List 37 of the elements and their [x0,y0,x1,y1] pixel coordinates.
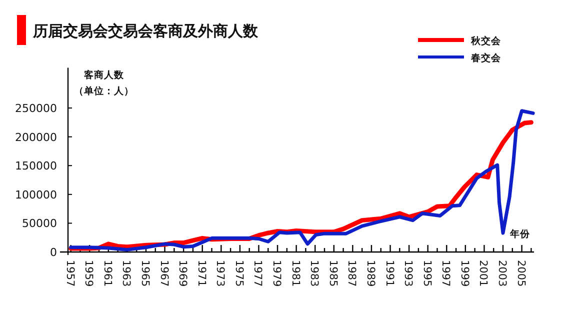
x-tick-label: 1989 [364,260,376,287]
x-tick-label: 1985 [326,260,339,287]
chart-title: 历届交易会交易会客商及外商人数 [32,22,259,40]
x-tick-label: 1999 [458,260,470,287]
x-tick-label: 1969 [176,260,189,287]
y-tick-label: 0 [50,246,57,259]
y-tick-label: 250000 [15,102,57,116]
x-tick-label: 1987 [346,260,358,287]
x-tick-label: 1995 [420,260,433,287]
y-tick-label: 200000 [15,130,57,144]
x-tick-label: 1965 [138,260,151,287]
x-tick-label: 2005 [514,260,527,287]
y-axis-title: 客商人数 [83,69,125,81]
x-tick-label: 1961 [101,260,114,287]
annotation: （单位：人） [74,85,134,97]
x-tick-label: 1975 [232,260,245,287]
legend-label: 秋交会 [470,35,502,47]
x-tick-label: 1979 [270,260,283,287]
x-tick-label: 1993 [402,260,414,287]
x-tick-label: 1971 [195,260,208,287]
x-tick-label: 1991 [383,260,396,287]
x-tick-label: 1983 [308,260,320,287]
x-tick-label: 2003 [496,260,508,287]
x-tick-label: 1981 [289,260,302,287]
y-tick-label: 100000 [15,188,57,202]
x-tick-label: 1973 [214,260,226,287]
y-tick-label: 50000 [22,217,57,230]
x-tick-label: 1963 [120,260,132,287]
x-tick-label: 1977 [252,260,264,287]
x-tick-label: 2001 [477,260,490,287]
legend-label: 春交会 [470,52,502,64]
x-tick-label: 1957 [64,260,76,287]
y-tick-label: 150000 [15,160,57,173]
x-axis-title: 年份 [509,228,531,240]
x-tick-label: 1959 [82,260,95,287]
x-tick-label: 1967 [158,260,170,287]
x-tick-label: 1997 [440,260,452,287]
